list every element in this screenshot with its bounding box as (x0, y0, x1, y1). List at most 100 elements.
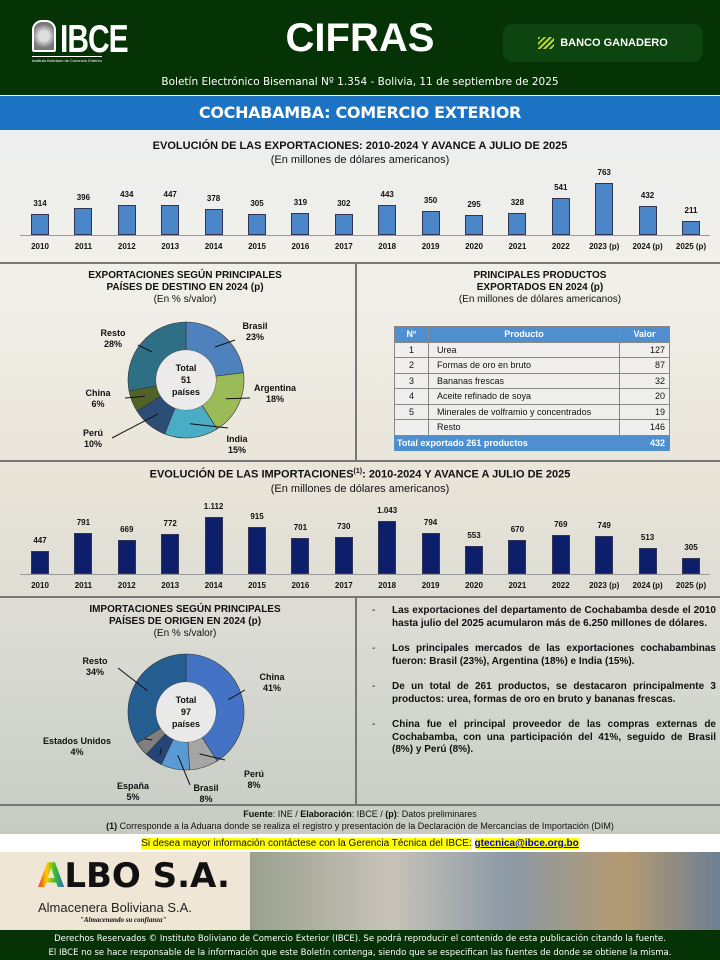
bar (31, 551, 49, 574)
bar-value-label: 791 (76, 518, 91, 528)
center-text: 51 (180, 375, 191, 385)
x-tick-label: 2010 (31, 581, 49, 590)
bullet-item: Las exportaciones del departamento de Co… (372, 605, 716, 630)
bar (248, 214, 266, 235)
logo-subtext: Instituto Boliviano de Comercio Exterior (32, 56, 103, 63)
x-tick-label: 2023 (p) (589, 581, 620, 590)
bullet-item: China fue el principal proveedor de las … (372, 719, 716, 757)
bar-value-label: 211 (684, 205, 698, 215)
sponsor-logo[interactable]: BANCO GANADERO (503, 24, 703, 62)
section-band-title: COCHABAMBA: COMERCIO EXTERIOR (0, 96, 720, 130)
donut-label: Resto 34% (55, 656, 135, 678)
source-line: Fuente: INE / Elaboración: IBCE / (p): D… (0, 808, 720, 820)
contact-email-link[interactable]: gtecnica@ibce.org.bo (474, 838, 579, 849)
bar-value-label: 432 (640, 190, 655, 200)
bar-value-label: 769 (554, 519, 568, 529)
bar (204, 209, 223, 235)
imports-chart-title: EVOLUCIÓN DE LAS IMPORTACIONES(1): 2010-… (0, 468, 720, 481)
imports-origin-title: IMPORTACIONES SEGÚN PRINCIPALES PAÍSES D… (40, 604, 330, 640)
bar (465, 545, 483, 574)
cell-product: Minerales de volframio y concentrados (428, 403, 620, 420)
imports-axis (20, 574, 710, 575)
slice-percent: 8% (199, 794, 213, 804)
title-line: IMPORTACIONES SEGÚN PRINCIPALES (89, 604, 281, 615)
leader-line (225, 397, 251, 400)
bar-value-label: 513 (640, 532, 655, 542)
disclaimer-line: El IBCE no se hace responsable de la inf… (48, 948, 672, 958)
divider (0, 804, 720, 806)
products-table: N° Producto Valor 1 Urea 127 2 Formas de oro… (394, 326, 670, 451)
albo-logo: ALBO S.A. (38, 856, 230, 896)
x-tick-label: 2021 (508, 242, 527, 251)
slice-name: Resto (82, 656, 108, 666)
contact-line: Si desea mayor información contáctese co… (0, 838, 720, 849)
donut-label: India 15% (197, 434, 277, 456)
slice-name: Perú (82, 428, 103, 438)
bar (638, 205, 657, 235)
bar-value-label: 730 (337, 521, 351, 531)
albo-advertisement[interactable]: ALBO S.A. Almacenera Boliviana S.A. "Alm… (0, 852, 720, 930)
page-title: CIFRAS (285, 16, 435, 60)
bar (682, 220, 700, 235)
exports-axis (20, 235, 710, 236)
donut-label: China 6% (58, 388, 138, 410)
ad-tagline: "Almacenando su confianza" (80, 916, 167, 924)
footnote-line: (1) Corresponde a la Aduana donde se rea… (0, 820, 720, 832)
center-text: Total (175, 695, 197, 705)
slice-name: India (226, 434, 248, 444)
slice-percent: 10% (83, 439, 102, 449)
x-tick-label: 2015 (248, 242, 266, 251)
leader-line (117, 667, 148, 692)
bar-value-label: 1.112 (203, 502, 224, 511)
bar-value-label: 669 (120, 524, 134, 534)
subtitle: (En millones de dólares americanos) (458, 294, 622, 305)
donut-label: Brasil 23% (215, 321, 295, 343)
col-header-product: Producto (428, 326, 620, 343)
leader-line (190, 423, 229, 429)
bar (551, 534, 570, 574)
table-row: 1 Urea 127 (394, 341, 670, 358)
table-total-row: Total exportado 261 productos 432 (394, 434, 670, 451)
bar-value-label: 305 (684, 543, 698, 553)
donut-label: Perú 10% (53, 428, 133, 450)
center-text: Total (175, 363, 197, 373)
donut-hole (156, 350, 216, 410)
x-tick-label: 2011 (74, 581, 93, 590)
bar-value-label: 443 (380, 189, 394, 199)
sponsor-name: BANCO GANADERO (560, 37, 668, 49)
bar (117, 539, 136, 574)
table-row: Resto 146 (394, 419, 670, 436)
slice-name: Estados Unidos (42, 736, 111, 746)
label: Elaboración (300, 809, 352, 819)
bar (595, 183, 614, 235)
bar-value-label: 772 (163, 519, 177, 529)
bar-value-label: 447 (163, 189, 177, 199)
slice-percent: 15% (227, 445, 246, 455)
table-row: 5 Minerales de volframio y concentrados 19 (394, 403, 670, 420)
bar (334, 214, 353, 235)
contact-text: Si desea mayor información contáctese co… (141, 838, 472, 849)
x-tick-label: 2012 (117, 242, 136, 251)
bar-value-label: 749 (597, 520, 611, 530)
slice-percent: 6% (91, 399, 105, 409)
bar-value-label: 295 (467, 199, 481, 209)
products-title: PRINCIPALES PRODUCTOS EXPORTADOS EN 2024… (360, 270, 720, 306)
x-tick-label: 2020 (465, 581, 483, 590)
bullet-item: De un total de 261 productos, se destaca… (372, 681, 716, 706)
source-note: Fuente: INE / Elaboración: IBCE / (p): D… (0, 808, 720, 832)
bar (74, 208, 93, 235)
center-text: países (171, 387, 201, 397)
bar-value-label: 434 (120, 190, 134, 200)
cell-value: 20 (619, 388, 670, 405)
x-tick-label: 2021 (508, 581, 527, 590)
slice-percent: 4% (70, 747, 84, 757)
title-line: PAÍSES DE DESTINO EN 2024 (p) (106, 282, 264, 293)
donut-label: Argentina 18% (235, 383, 315, 405)
bulletin-subtitle: Boletín Electrónico Bisemanal Nº 1.354 -… (161, 76, 559, 88)
bar (551, 198, 570, 235)
x-tick-label: 2025 (p) (675, 242, 707, 251)
bar-value-label: 378 (206, 194, 221, 204)
ibce-logo[interactable]: IBCE Instituto Boliviano de Comercio Ext… (32, 18, 129, 63)
donut-label: Estados Unidos 4% (37, 736, 117, 758)
bar-value-label: 553 (467, 530, 481, 540)
